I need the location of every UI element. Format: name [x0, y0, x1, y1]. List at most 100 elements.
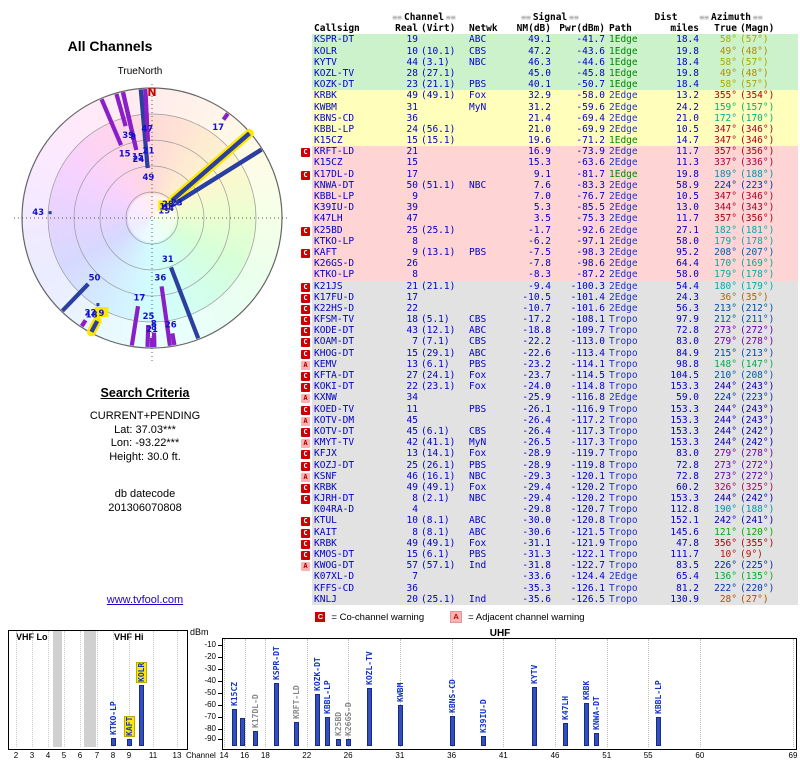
- adjacent-channel-warning-icon: A: [301, 416, 310, 426]
- channel-table-rows: KSPR-DT 19 ABC 49.1 -41.7 1Edge 18.4 58° (57°) KO…: [300, 34, 798, 605]
- callsign-cell: KAFT: [314, 246, 337, 258]
- path-cell: Tropo: [609, 549, 638, 560]
- nm-cell: -25.9: [522, 392, 551, 404]
- vhf-tick-label: 6: [77, 751, 83, 760]
- signal-bar: [532, 686, 538, 746]
- power-cell: -120.8: [570, 515, 605, 527]
- power-cell: -59.6: [576, 101, 605, 113]
- real-channel-cell: 8: [412, 493, 418, 505]
- azimuth-magn-cell: (356°): [740, 146, 775, 158]
- uhf-label: UHF: [489, 628, 511, 639]
- callsign-cell: KSNF: [314, 470, 337, 482]
- adjacent-channel-warning-icon: A: [301, 360, 310, 370]
- azimuth-true-cell: 273°: [714, 470, 737, 482]
- table-row: KBBL-LP 9 7.0 -76.7 2Edge 10.5 347° (346°): [300, 191, 798, 203]
- miles-cell: 58.9: [676, 179, 699, 191]
- path-cell: Tropo: [609, 470, 638, 482]
- nm-header: NM(dB): [516, 23, 551, 35]
- search-criteria: Search Criteria CURRENT+PENDING Lat: 37.…: [30, 386, 260, 515]
- azimuth-magn-cell: (241°): [740, 515, 775, 527]
- vhf-gridline: [177, 631, 178, 747]
- callsign-cell: K26GS-D: [314, 258, 355, 270]
- highlight-label-box: [94, 307, 109, 318]
- signal-bar: [397, 704, 403, 746]
- real-channel-cell: 26: [406, 258, 418, 270]
- channel-label: 21: [143, 147, 155, 157]
- miles-cell: 24.3: [676, 291, 699, 303]
- path-cell: Tropo: [609, 459, 638, 471]
- warning-cell: [300, 258, 312, 270]
- nm-cell: -18.8: [522, 325, 551, 337]
- warning-cell: C: [300, 280, 312, 292]
- azimuth-true-cell: 49°: [719, 67, 737, 79]
- azimuth-magn-cell: (278°): [740, 448, 775, 460]
- power-cell: -98.3: [576, 246, 605, 258]
- signal-spoke: [159, 286, 173, 347]
- warning-cell: A: [300, 392, 312, 404]
- real-channel-cell: 31: [406, 101, 418, 113]
- vhf-gridline: [80, 631, 81, 747]
- miles-cell: 54.4: [676, 280, 699, 292]
- co-channel-warning-icon: C: [301, 293, 310, 303]
- uhf-tick-label: 26: [343, 751, 353, 760]
- callsign-cell: KFTA-DT: [314, 370, 355, 381]
- warning-cell: [300, 191, 312, 203]
- signal-spoke: [89, 320, 100, 333]
- azimuth-true-cell: 273°: [714, 325, 737, 337]
- network-cell: CBS: [469, 45, 487, 57]
- nm-cell: -22.6: [522, 347, 551, 359]
- signal-bar: [139, 685, 144, 746]
- uhf-tick-label: 14: [219, 751, 229, 760]
- warning-cell: C: [300, 302, 312, 315]
- path-cell: 2Edge: [609, 202, 638, 214]
- warning-cell: [300, 45, 312, 57]
- warning-cell: [300, 504, 312, 516]
- warning-cell: [300, 593, 312, 605]
- miles-cell: 10.5: [676, 123, 699, 135]
- path-cell: 2Edge: [609, 90, 638, 102]
- vhf-tick-label: 8: [110, 751, 116, 760]
- channel-label: 15: [132, 153, 144, 163]
- network-cell: ABC: [469, 325, 487, 337]
- callsign-cell: KTKO-LP: [314, 235, 355, 247]
- miles-cell: 59.0: [676, 392, 699, 404]
- polar-title: All Channels: [67, 38, 153, 54]
- nm-cell: 3.5: [533, 213, 551, 225]
- callsign-cell: KOED-TV: [314, 403, 355, 415]
- warning-cell: C: [300, 246, 312, 259]
- vhf-hi-label: VHF Hi: [114, 632, 144, 642]
- warning-cell: C: [300, 347, 312, 359]
- search-title: Search Criteria: [100, 386, 190, 400]
- warning-cell: A: [300, 560, 312, 572]
- table-row: C KFSM-TV 18 (5.1) CBS -17.2 -108.1 Tropo 97.9 21…: [300, 314, 798, 326]
- network-cell: Fox: [469, 381, 487, 393]
- signal-spoke: [79, 319, 88, 328]
- miles-cell: 58.0: [676, 269, 699, 281]
- polar-ring: [99, 165, 205, 271]
- azimuth-magn-cell: (188°): [740, 168, 775, 180]
- channel-label: 47: [141, 125, 153, 135]
- tvfool-link[interactable]: www.tvfool.com: [106, 594, 184, 606]
- warning-cell: [300, 112, 312, 124]
- callsign-label: KRFT-LD: [292, 684, 302, 719]
- table-row: KOZL-TV 28 (27.1) 45.0 -45.8 1Edge 19.8 49° (48°…: [300, 67, 798, 80]
- signal-bar: [239, 718, 245, 746]
- path-cell: Tropo: [609, 593, 638, 605]
- power-cell: -116.9: [570, 403, 605, 415]
- azimuth-true-cell: 148°: [714, 358, 737, 370]
- callsign-cell: KRBK: [314, 537, 337, 549]
- adjacent-channel-warning-icon: A: [301, 472, 310, 482]
- path-cell: Tropo: [609, 515, 638, 527]
- signal-bar: [656, 716, 662, 746]
- table-row: K47LH 47 3.5 -75.3 2Edge 11.7 357° (356°): [300, 213, 798, 225]
- power-cell: -117.3: [570, 437, 605, 449]
- callsign-cell: KODE-DT: [314, 325, 355, 337]
- nm-cell: -26.4: [522, 414, 551, 426]
- power-cell: -113.4: [570, 347, 605, 359]
- real-channel-cell: 15: [406, 549, 418, 560]
- table-row: A KMYT-TV 42 (41.1) MyN -26.5 -117.3 Tropo 153.3…: [300, 437, 798, 449]
- miles-cell: 98.8: [676, 358, 699, 370]
- miles-cell: 111.7: [670, 549, 699, 560]
- co-channel-warning-icon: C: [301, 349, 310, 359]
- nm-cell: -29.8: [522, 504, 551, 516]
